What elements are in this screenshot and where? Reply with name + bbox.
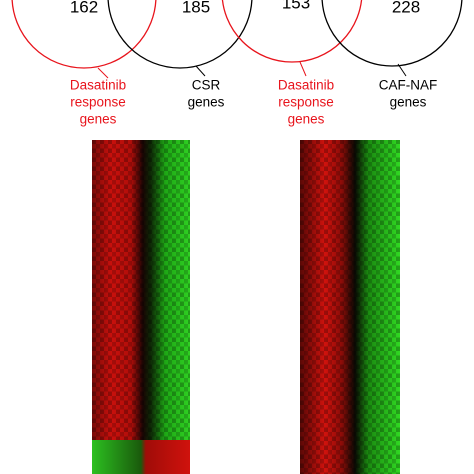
heatmap — [92, 140, 190, 474]
label: CSR — [192, 78, 221, 93]
leader — [299, 61, 307, 77]
leader — [195, 65, 206, 77]
count: 228 — [392, 0, 420, 16]
label: genes — [390, 95, 427, 110]
count: 153 — [282, 0, 310, 12]
venn-circle — [107, 0, 253, 69]
venn-circle — [11, 0, 157, 69]
leader — [97, 67, 109, 79]
venn-circle — [221, 0, 363, 63]
label: Dasatinib — [70, 78, 126, 93]
count: 162 — [70, 0, 98, 16]
venn-circle — [321, 0, 463, 67]
label: Dasatinib — [278, 78, 334, 93]
label: response — [278, 95, 334, 110]
count: 185 — [182, 0, 210, 16]
label: genes — [80, 112, 117, 127]
label: response — [70, 95, 126, 110]
label: genes — [188, 95, 225, 110]
label: CAF-NAF — [379, 78, 438, 93]
label: genes — [288, 112, 325, 127]
leader — [397, 63, 407, 77]
heatmap — [300, 140, 400, 474]
